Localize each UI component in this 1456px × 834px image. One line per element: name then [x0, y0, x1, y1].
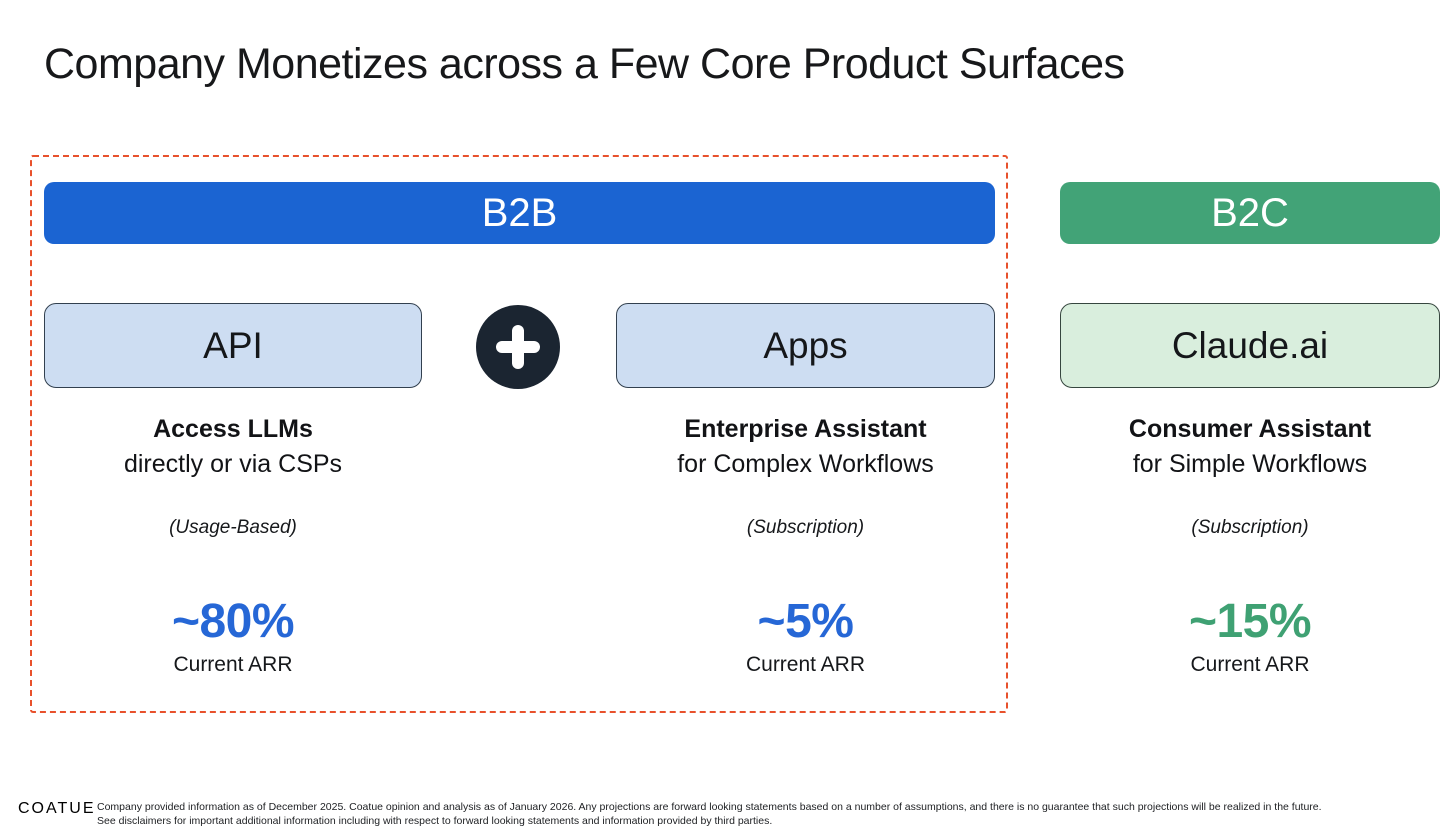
api-box-label: API [203, 324, 263, 366]
apps-column: Enterprise Assistant for Complex Workflo… [616, 0, 995, 834]
footer-disclaimer-line2: See disclaimers for important additional… [97, 814, 773, 827]
api-arr-percent: ~80% [171, 595, 295, 648]
claude-product-box: Claude.ai [1060, 303, 1440, 388]
apps-description: Enterprise Assistant for Complex Workflo… [616, 412, 995, 482]
api-product-box: API [44, 303, 422, 388]
claude-arr-label: Current ARR [1190, 653, 1310, 676]
b2c-header-label: B2C [1211, 190, 1289, 235]
apps-arr-percent: ~5% [757, 595, 854, 648]
plus-icon [476, 305, 560, 389]
slide-title: Company Monetizes across a Few Core Prod… [44, 40, 1125, 88]
footer-disclaimer: Company provided information as of Decem… [97, 801, 1417, 828]
b2c-column: Consumer Assistant for Simple Workflows … [1060, 0, 1440, 834]
claude-description-line2: for Simple Workflows [1132, 450, 1368, 478]
apps-product-box: Apps [616, 303, 995, 388]
api-column: Access LLMs directly or via CSPs (Usage-… [44, 0, 422, 834]
api-pricing-model: (Usage-Based) [169, 517, 297, 538]
api-arr-label: Current ARR [173, 653, 293, 676]
b2b-header-label: B2B [481, 190, 558, 235]
claude-arr-percent: ~15% [1188, 595, 1312, 648]
claude-description-line1: Consumer Assistant [1128, 415, 1372, 443]
footer-disclaimer-line1: Company provided information as of Decem… [97, 801, 1322, 813]
api-description-line1: Access LLMs [153, 415, 313, 443]
b2c-header-bar: B2C [1060, 182, 1440, 244]
coatue-logo: COATUE [18, 800, 96, 817]
b2b-header-bar: B2B [44, 182, 995, 244]
api-description: Access LLMs directly or via CSPs [44, 412, 422, 482]
claude-description: Consumer Assistant for Simple Workflows [1060, 412, 1440, 482]
apps-description-line2: for Complex Workflows [677, 450, 934, 478]
claude-pricing-model: (Subscription) [1191, 517, 1309, 538]
api-description-line2: directly or via CSPs [123, 450, 343, 478]
apps-pricing-model: (Subscription) [746, 517, 865, 538]
claude-box-label: Claude.ai [1171, 324, 1329, 366]
plus-icon-vertical-bar [512, 325, 524, 369]
apps-arr-label: Current ARR [745, 653, 866, 676]
apps-description-line1: Enterprise Assistant [684, 415, 927, 443]
b2b-section-outline [30, 155, 1008, 713]
apps-box-label: Apps [763, 324, 848, 366]
